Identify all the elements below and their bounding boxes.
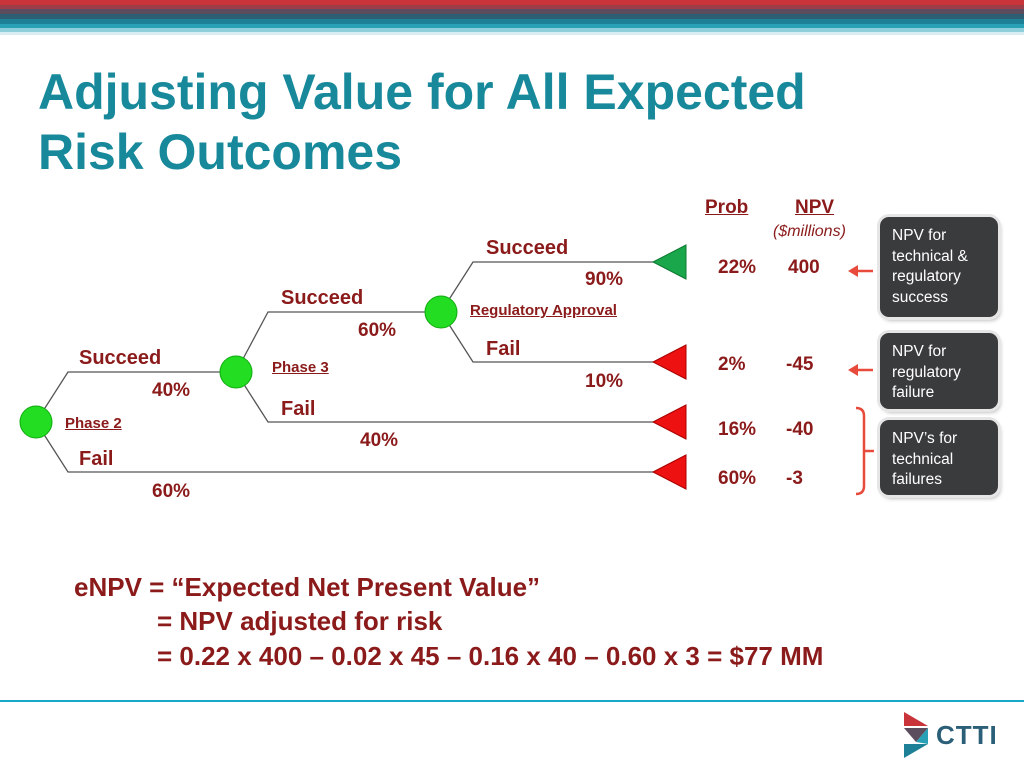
- prob-success: 22%: [718, 257, 757, 278]
- callout-technical-line: failures: [892, 471, 942, 488]
- pct-p2-fail: 60%: [152, 481, 191, 502]
- label-p3-succeed: Succeed: [281, 287, 364, 309]
- npv-reg-failure: -45: [786, 354, 814, 375]
- node-regulatory: [424, 295, 458, 329]
- node-label-phase2: Phase 2: [65, 415, 122, 432]
- node-phase3: [219, 355, 253, 389]
- terminal-p2-failure: [651, 454, 687, 490]
- callout-technical-line: technical: [892, 450, 954, 468]
- header-prob: Prob: [705, 197, 749, 218]
- pct-reg-fail: 10%: [585, 371, 624, 392]
- callout-reg-failure-line: failure: [892, 384, 935, 401]
- callout-reg-failure: NPV for regulatory failure: [880, 333, 998, 409]
- terminal-p3-failure: [651, 404, 687, 440]
- branch-reg-succeed: [440, 261, 655, 313]
- node-label-regulatory: Regulatory Approval: [470, 302, 617, 319]
- npv-p3-failure: -40: [786, 419, 814, 440]
- branch-p2-succeed: [35, 371, 236, 423]
- callout-success-line: regulatory: [892, 268, 961, 285]
- node-label-phase3: Phase 3: [272, 359, 329, 376]
- pct-p3-succeed: 60%: [358, 320, 397, 341]
- npv-p2-failure: -3: [786, 468, 803, 489]
- label-reg-fail: Fail: [486, 338, 521, 360]
- label-reg-succeed: Succeed: [486, 237, 569, 259]
- formula-line-3: = 0.22 x 400 – 0.02 x 45 – 0.16 x 40 – 0…: [157, 641, 824, 671]
- callout-technical-line: NPV’s for: [892, 430, 958, 447]
- callout-success-line: success: [892, 288, 948, 306]
- branch-reg-fail: [440, 311, 655, 363]
- title-line-1: Adjusting Value for All Expected: [38, 64, 806, 120]
- branch-p3-fail: [235, 371, 655, 423]
- bracket-technical-failures: [855, 406, 866, 496]
- pct-reg-succeed: 90%: [585, 269, 624, 290]
- pct-p3-fail: 40%: [360, 430, 399, 451]
- node-phase2: [19, 405, 53, 439]
- prob-p3-failure: 16%: [718, 419, 757, 440]
- slide-title: Adjusting Value for All Expected Risk Ou…: [38, 62, 806, 182]
- logo-text: CTTI: [936, 720, 998, 750]
- npv-success: 400: [788, 257, 820, 278]
- callout-technical-failures: NPV’s for technical failures: [880, 420, 998, 495]
- callout-success: NPV for technical & regulatory success: [880, 217, 998, 317]
- label-p3-fail: Fail: [281, 398, 316, 420]
- title-line-2: Risk Outcomes: [38, 124, 403, 180]
- formula-line-2: = NPV adjusted for risk: [157, 606, 443, 636]
- callout-success-line: NPV for: [892, 227, 947, 244]
- ctti-logo-icon: [904, 712, 928, 758]
- header-stripes: [0, 0, 1024, 40]
- prob-reg-failure: 2%: [718, 354, 746, 375]
- terminal-reg-failure: [651, 344, 687, 380]
- callout-reg-failure-line: regulatory: [892, 363, 961, 381]
- header-npv: NPV: [795, 197, 835, 218]
- branch-p3-succeed: [235, 311, 441, 373]
- label-p2-succeed: Succeed: [79, 347, 162, 369]
- label-p2-fail: Fail: [79, 448, 114, 470]
- callout-reg-failure-line: NPV for: [892, 343, 947, 360]
- callout-success-line: technical &: [892, 247, 968, 265]
- prob-p2-failure: 60%: [718, 468, 757, 489]
- pct-p2-succeed: 40%: [152, 380, 191, 401]
- npv-unit: ($millions): [773, 223, 846, 240]
- terminal-success: [651, 244, 687, 280]
- formula-line-1: eNPV = “Expected Net Present Value”: [74, 572, 541, 602]
- footer-rule: [0, 700, 1024, 702]
- branch-p2-fail: [35, 421, 655, 473]
